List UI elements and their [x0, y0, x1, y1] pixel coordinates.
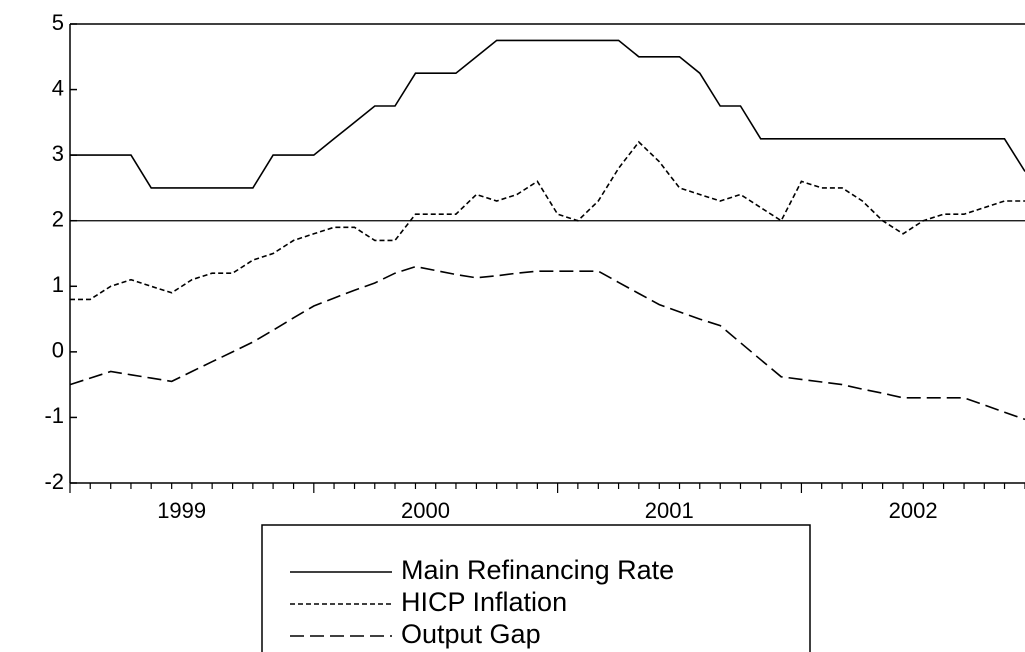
legend-label: Output Gap	[401, 619, 541, 649]
y-tick-label: -1	[44, 403, 64, 428]
x-tick-label: 2002	[889, 498, 938, 523]
x-tick-label: 2000	[401, 498, 450, 523]
x-tick-label: 1999	[157, 498, 206, 523]
y-tick-label: 0	[52, 338, 64, 363]
y-tick-label: 5	[52, 10, 64, 35]
y-tick-label: 3	[52, 141, 64, 166]
series-line	[70, 39, 1025, 189]
x-tick-label: 2001	[645, 498, 694, 523]
legend-label: HICP Inflation	[401, 587, 567, 617]
y-tick-label: -2	[44, 469, 64, 494]
legend-label: Main Refinancing Rate	[401, 555, 674, 585]
series-line	[69, 265, 1025, 421]
y-tick-label: 1	[52, 272, 64, 297]
y-tick-label: 4	[52, 75, 64, 100]
series-line	[70, 140, 1025, 301]
legend-box	[261, 524, 811, 652]
y-tick-label: 2	[52, 207, 64, 232]
